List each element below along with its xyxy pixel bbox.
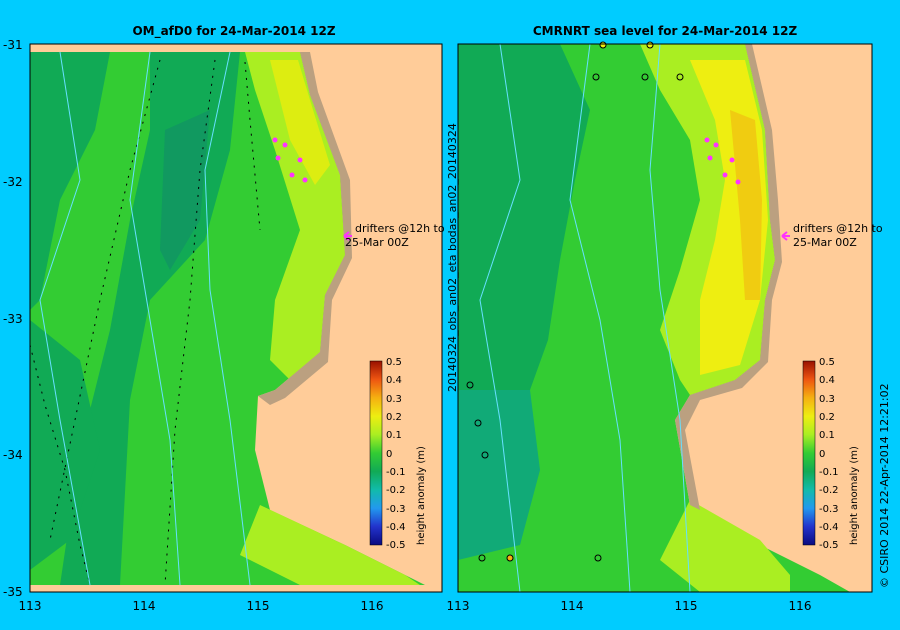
right-depth-contours <box>479 43 691 593</box>
svg-text:0: 0 <box>819 449 825 460</box>
left-depth-contours <box>39 51 251 586</box>
svg-text:0.2: 0.2 <box>386 412 402 423</box>
left-annotation-line1: drifters @12h to <box>355 222 445 235</box>
svg-text:-35: -35 <box>3 585 23 599</box>
svg-text:-0.1: -0.1 <box>386 467 406 478</box>
left-map-panel: OM_afD0 for 24-Mar-2014 12Z <box>3 24 445 613</box>
left-drifters <box>272 137 308 183</box>
svg-text:0.4: 0.4 <box>386 375 402 386</box>
svg-text:0.2: 0.2 <box>819 412 835 423</box>
svg-text:-0.2: -0.2 <box>819 485 839 496</box>
left-y-ticks: -31 -32 -33 -34 -35 <box>3 38 23 599</box>
right-x-ticks: 113 114 115 116 <box>447 599 812 613</box>
right-map-panel: CMRNRT sea level for 24-Mar-2014 12Z <box>447 24 883 613</box>
svg-text:-32: -32 <box>3 175 23 189</box>
svg-text:-33: -33 <box>3 312 23 326</box>
right-colorbar-ticks: 0.5 0.4 0.3 0.2 0.1 0 -0.1 -0.2 -0.3 -0.… <box>819 357 839 551</box>
left-panel-title: OM_afD0 for 24-Mar-2014 12Z <box>132 24 335 39</box>
svg-text:115: 115 <box>247 599 270 613</box>
svg-text:113: 113 <box>19 599 42 613</box>
right-colorbar-label: height anomaly (m) <box>849 446 860 545</box>
svg-text:-0.4: -0.4 <box>386 522 406 533</box>
svg-text:-0.2: -0.2 <box>386 485 406 496</box>
left-annotation-line2: 25-Mar 00Z <box>345 236 409 249</box>
right-drifters <box>704 137 741 185</box>
left-track-circles <box>29 59 261 586</box>
svg-text:-31: -31 <box>3 38 23 52</box>
svg-text:116: 116 <box>361 599 384 613</box>
svg-text:-0.4: -0.4 <box>819 522 839 533</box>
left-colorbar <box>369 360 383 546</box>
right-drifter-arrow-icon <box>781 231 790 241</box>
right-annotation-line1: drifters @12h to <box>793 222 883 235</box>
svg-text:115: 115 <box>675 599 698 613</box>
svg-text:113: 113 <box>447 599 470 613</box>
left-x-ticks: 113 114 115 116 <box>19 599 384 613</box>
side-run-label: 20140324_obs_an02_eta bodas_an02_2014032… <box>446 123 459 392</box>
right-colorbar <box>802 360 816 546</box>
svg-text:0.5: 0.5 <box>386 357 402 368</box>
copyright-footer: © CSIRO 2014 22-Apr-2014 12:21:02 <box>878 383 891 588</box>
svg-text:114: 114 <box>561 599 584 613</box>
left-drifter-arrow-icon <box>343 231 352 241</box>
svg-text:-0.5: -0.5 <box>819 540 839 551</box>
svg-text:-0.1: -0.1 <box>819 467 839 478</box>
left-colorbar-ticks: 0.5 0.4 0.3 0.2 0.1 0 -0.1 -0.2 -0.3 -0.… <box>386 357 406 551</box>
right-axes-frame <box>457 43 873 593</box>
svg-text:0.3: 0.3 <box>819 394 835 405</box>
svg-text:0.3: 0.3 <box>386 394 402 405</box>
svg-text:-0.3: -0.3 <box>819 504 839 515</box>
right-panel-title: CMRNRT sea level for 24-Mar-2014 12Z <box>533 24 798 38</box>
svg-text:0: 0 <box>386 449 392 460</box>
left-axes-frame <box>29 43 443 593</box>
left-colorbar-label: height anomaly (m) <box>416 446 427 545</box>
svg-text:-0.5: -0.5 <box>386 540 406 551</box>
right-annotation-line2: 25-Mar 00Z <box>793 236 857 249</box>
svg-text:114: 114 <box>133 599 156 613</box>
svg-text:0.4: 0.4 <box>819 375 835 386</box>
svg-text:0.5: 0.5 <box>819 357 835 368</box>
svg-text:0.1: 0.1 <box>386 430 402 441</box>
svg-text:-0.3: -0.3 <box>386 504 406 515</box>
svg-text:-34: -34 <box>3 448 23 462</box>
svg-text:0.1: 0.1 <box>819 430 835 441</box>
svg-text:116: 116 <box>789 599 812 613</box>
